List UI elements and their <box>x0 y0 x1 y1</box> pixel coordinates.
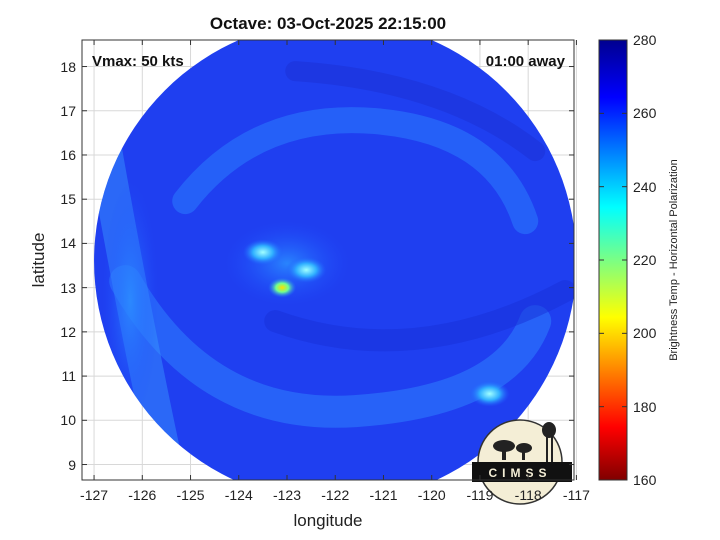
y-tick-label: 18 <box>60 58 76 75</box>
colorbar-tick-label: 180 <box>633 398 657 415</box>
rain-band <box>172 107 539 235</box>
colorbar-tick-label: 280 <box>633 32 657 48</box>
y-tick-label: 11 <box>61 368 76 385</box>
colorbar-tick-marks <box>599 39 627 481</box>
y-tick-label: 12 <box>60 323 76 340</box>
colorbar-tick-label: 240 <box>633 178 657 195</box>
rain-band <box>264 280 574 352</box>
x-tick-label: -124 <box>224 487 253 503</box>
x-tick-label: -117 <box>562 487 590 503</box>
colorbar-label: Brightness Temp - Horizontal Polarizatio… <box>668 159 680 361</box>
cimss-logo[interactable]: CIMSS <box>472 419 572 505</box>
colorbar-tick-label: 160 <box>633 472 657 488</box>
y-tick-label: 13 <box>60 279 76 296</box>
x-axis-label: longitude <box>293 511 363 530</box>
x-tick-marks <box>93 40 577 480</box>
x-tick-label: -118 <box>514 487 542 503</box>
convective-spots <box>225 221 510 407</box>
y-tick-marks <box>82 66 574 466</box>
time-away-label: 01:00 away <box>485 53 565 70</box>
colorbar-tick-label: 200 <box>633 325 657 342</box>
y-axis-label: latitude <box>29 232 48 288</box>
vmax-label: Vmax: 50 kts <box>92 53 184 70</box>
x-tick-label: -126 <box>128 487 157 503</box>
microwave-swath <box>94 40 574 480</box>
y-tick-label: 14 <box>60 235 76 252</box>
y-tick-label: 15 <box>60 191 76 208</box>
map-title: Octave: 03-Oct-2025 22:15:00 <box>209 14 447 33</box>
logo-text: CIMSS <box>488 466 551 480</box>
x-tick-label: -120 <box>417 487 446 503</box>
outer-band-patch <box>102 181 159 422</box>
x-tick-label: -127 <box>80 487 109 503</box>
y-tick-label: 9 <box>68 456 76 473</box>
colorbar-tick-label: 260 <box>633 105 657 122</box>
spiral-bands <box>94 61 574 479</box>
rain-band <box>109 265 552 428</box>
colorbar-tick-label: 220 <box>633 252 657 268</box>
convective-spot <box>268 277 297 298</box>
y-tick-label: 17 <box>60 102 76 119</box>
rain-band <box>285 61 546 162</box>
plot-frame <box>81 39 575 481</box>
y-tick-label: 16 <box>60 146 76 163</box>
x-tick-label: -121 <box>369 487 398 503</box>
y-tick-label: 10 <box>60 412 76 429</box>
x-tick-label: -119 <box>466 487 494 503</box>
x-tick-label: -123 <box>272 487 302 503</box>
convective-spot <box>242 239 283 266</box>
convective-spot <box>286 256 327 283</box>
x-tick-label: -125 <box>176 487 205 503</box>
x-tick-label: -122 <box>321 487 350 503</box>
convective-spot <box>469 380 510 407</box>
